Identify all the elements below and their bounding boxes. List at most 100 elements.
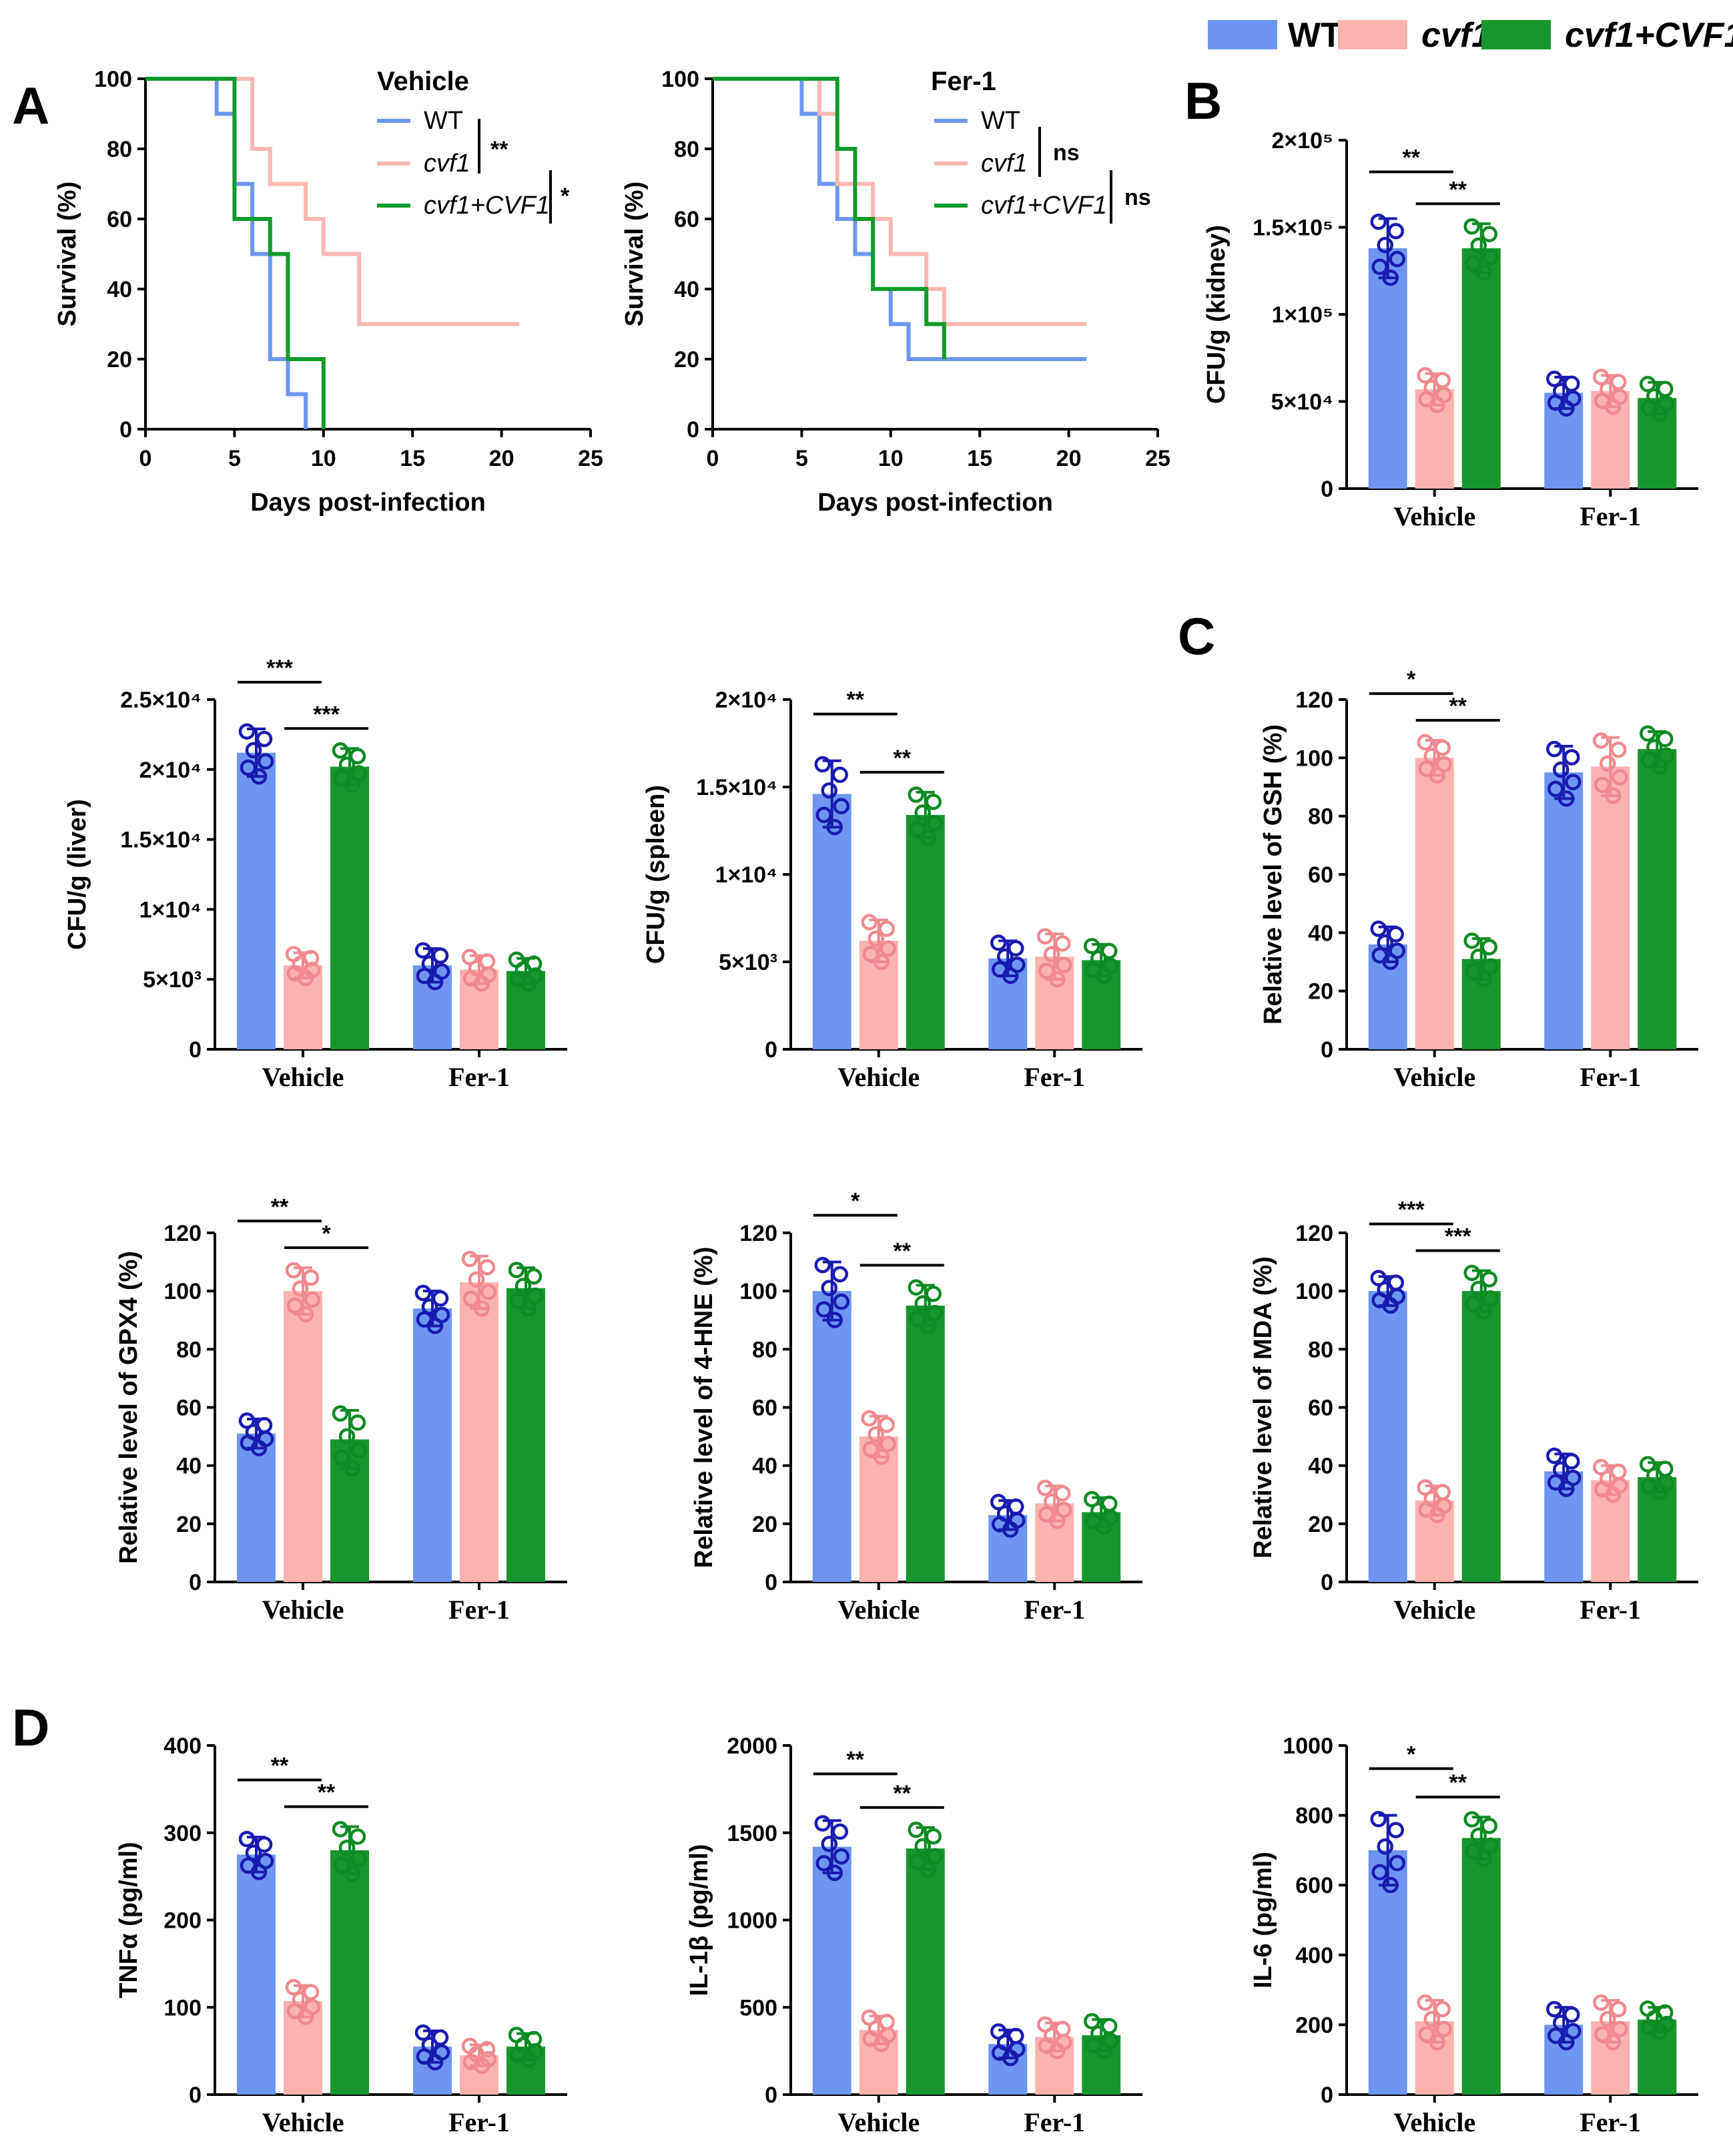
data-point (350, 1850, 368, 1868)
data-point (1547, 780, 1564, 798)
data-point (432, 1290, 449, 1307)
data-point (1652, 405, 1668, 422)
y-tick-label: 40 (107, 277, 132, 302)
data-point (462, 1290, 480, 1308)
y-tick-label: 0 (765, 1037, 777, 1063)
data-point (1593, 1458, 1610, 1476)
data-point (1382, 269, 1399, 286)
data-point (350, 765, 368, 782)
y-tick-label: 1×10⁴ (139, 897, 202, 922)
y-tick-label: 20 (674, 347, 699, 372)
data-point (1558, 2034, 1575, 2051)
y-tick-label: 20 (1308, 1512, 1333, 1537)
chart-title: Fer-1 (931, 67, 996, 96)
legend-label-cvf1: cvf1 (1421, 16, 1491, 55)
data-point (461, 1250, 478, 1268)
y-tick-label: 20 (752, 1512, 777, 1537)
data-point (1008, 940, 1024, 957)
data-point (914, 1838, 931, 1855)
data-point (1558, 1480, 1575, 1497)
sig-label: ns (1124, 185, 1151, 210)
bar-comp-vehicle (1461, 1291, 1501, 1582)
data-point (1652, 758, 1668, 775)
y-tick-label: 60 (752, 1396, 777, 1421)
y-tick-label: 5×10³ (143, 967, 202, 993)
x-category-label: Vehicle (837, 1062, 920, 1092)
data-point (257, 753, 274, 770)
bar-wt-vehicle (1368, 1850, 1407, 2095)
sig-label: ** (271, 1194, 289, 1220)
data-point (1593, 368, 1610, 386)
bar-cvf1-fer-1 (1591, 766, 1630, 1049)
data-point (414, 1284, 432, 1302)
x-tick-label: 10 (311, 446, 336, 471)
sig-label: * (1407, 1742, 1416, 1768)
survival-line-comp (145, 77, 326, 429)
y-tick-label: 60 (176, 1396, 202, 1421)
x-tick-label: 5 (795, 446, 808, 471)
data-point (1084, 938, 1100, 955)
bar-comp-fer-1 (1638, 749, 1677, 1049)
sig-label: * (322, 1221, 331, 1246)
data-point (1482, 248, 1499, 266)
y-tick-label: 0 (1321, 1570, 1333, 1595)
data-point (1084, 1491, 1100, 1508)
data-point (1002, 2049, 1019, 2067)
data-point (1610, 741, 1627, 758)
data-point (250, 1440, 268, 1456)
data-point (1096, 1518, 1112, 1535)
data-point (1054, 1485, 1071, 1502)
data-point (240, 759, 257, 776)
data-point (344, 1865, 361, 1882)
panel-letter-c: C (1178, 607, 1215, 665)
y-tick-label: 0 (1321, 2083, 1333, 2108)
data-point (1049, 2043, 1066, 2059)
data-point (1546, 2000, 1563, 2018)
data-point (873, 1448, 890, 1465)
y-tick-label: 2.5×10⁴ (120, 688, 202, 713)
data-point (1044, 946, 1060, 963)
sig-label: * (851, 1189, 860, 1214)
x-category-label: Fer-1 (1024, 2107, 1085, 2137)
data-point (1434, 2000, 1451, 2018)
y-axis-title: Relative level of 4-HNE (%) (690, 1247, 718, 1568)
data-point (478, 1259, 496, 1276)
y-tick-label: 40 (752, 1454, 777, 1479)
chart-title: Vehicle (377, 67, 469, 96)
data-point (862, 1441, 879, 1458)
data-point (1475, 1303, 1492, 1320)
data-point (520, 975, 537, 992)
y-axis-title: CFU/g (kidney) (1202, 225, 1231, 404)
data-point (1417, 1994, 1433, 2011)
data-point (1564, 749, 1580, 766)
data-point (256, 1836, 273, 1853)
bar-comp-vehicle (906, 814, 945, 1049)
data-point (338, 1839, 356, 1856)
data-point (514, 1278, 532, 1294)
sig-label: *** (266, 655, 293, 681)
y-tick-label: 20 (107, 347, 132, 372)
data-point (256, 730, 273, 748)
panel-letter-d: D (12, 1698, 49, 1757)
data-point (468, 1271, 485, 1288)
data-point (338, 756, 356, 773)
data-point (909, 821, 926, 838)
legend-label-comp: cvf1+CVF1 (1565, 16, 1733, 55)
data-point (1564, 1453, 1580, 1470)
y-axis-title: Survival (%) (53, 182, 81, 327)
data-point (1370, 213, 1387, 230)
y-tick-label: 80 (674, 137, 699, 162)
sig-label: * (561, 184, 570, 209)
bar-wt-vehicle (812, 794, 851, 1049)
y-tick-label: 100 (163, 1995, 202, 2020)
data-point (1640, 376, 1656, 392)
data-point (1434, 739, 1451, 756)
x-category-label: Fer-1 (1580, 1062, 1641, 1092)
data-point (1037, 1479, 1054, 1497)
data-point (1417, 1479, 1433, 1496)
y-tick-label: 1×10⁴ (715, 862, 777, 888)
bar-cvf1-vehicle (859, 1436, 898, 1582)
y-tick-label: 400 (1295, 1943, 1333, 1968)
data-point (1640, 725, 1656, 742)
y-tick-label: 0 (189, 2083, 202, 2108)
